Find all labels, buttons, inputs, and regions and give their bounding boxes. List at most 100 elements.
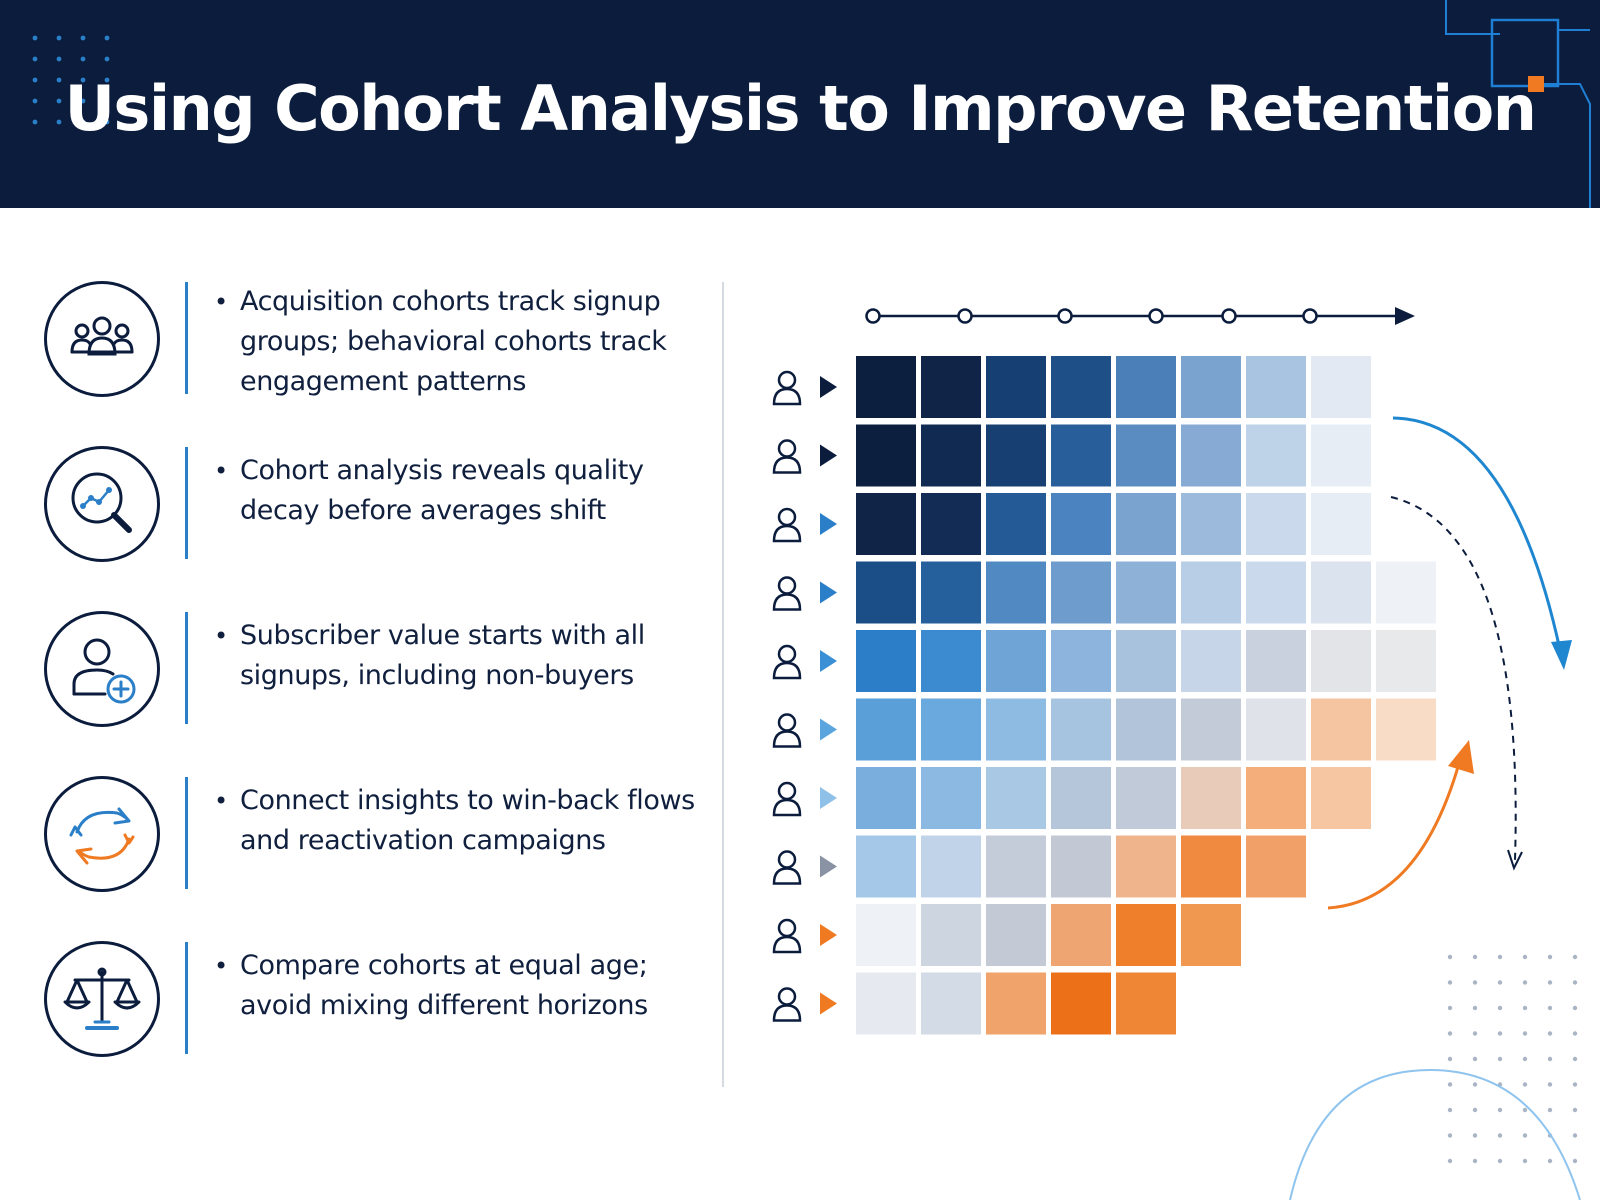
cohort-row-arrow bbox=[820, 650, 837, 672]
decor-dot bbox=[1472, 1031, 1478, 1036]
heatmap-cell bbox=[921, 561, 981, 624]
decor-dot bbox=[1472, 1158, 1478, 1164]
dot-grid-decoration bbox=[32, 35, 110, 125]
decor-dot bbox=[1547, 1031, 1553, 1036]
heatmap-cell bbox=[856, 698, 916, 761]
heatmap-cell bbox=[921, 493, 981, 555]
heatmap-cell bbox=[986, 561, 1046, 624]
decor-dot bbox=[104, 98, 110, 104]
heatmap-cell bbox=[1181, 835, 1241, 898]
decor-dot bbox=[1572, 1158, 1578, 1164]
feature-icon-frame bbox=[44, 776, 160, 892]
decor-dot bbox=[1472, 1005, 1478, 1011]
decor-dot bbox=[1522, 1031, 1528, 1036]
feature-text: • Subscriber value starts with all signu… bbox=[214, 616, 704, 696]
heatmap-cell bbox=[1051, 561, 1111, 624]
feature-item: • Cohort analysis reveals quality decay … bbox=[0, 435, 720, 575]
feature-text: • Compare cohorts at equal age; avoid mi… bbox=[214, 946, 704, 1026]
heatmap-cell bbox=[1116, 698, 1176, 761]
heatmap-cell bbox=[1116, 424, 1176, 487]
decor-dot bbox=[1572, 1082, 1578, 1087]
cohort-row-arrow bbox=[820, 992, 837, 1015]
decor-dot bbox=[1497, 1031, 1503, 1036]
heatmap-cell bbox=[1311, 630, 1371, 692]
decor-dot bbox=[1497, 954, 1503, 960]
cohort-row-arrow bbox=[820, 924, 837, 946]
decor-dot bbox=[1447, 1005, 1453, 1011]
decor-dot bbox=[1447, 1158, 1453, 1164]
bullet-dot: • bbox=[214, 457, 228, 485]
cohort-row-arrow bbox=[820, 444, 837, 467]
decor-dot bbox=[32, 77, 38, 83]
heatmap-cell bbox=[986, 904, 1046, 966]
timeline-node bbox=[1221, 308, 1237, 324]
timeline-node bbox=[1057, 308, 1073, 324]
cohort-user-icon bbox=[772, 576, 802, 611]
feature-divider bbox=[185, 282, 188, 394]
heatmap-cell bbox=[1116, 972, 1176, 1035]
flow-arrows bbox=[1327, 416, 1572, 910]
decor-dot bbox=[1522, 1107, 1528, 1113]
heatmap-cell bbox=[1051, 630, 1111, 692]
cohort-row bbox=[772, 835, 1306, 898]
timeline-node bbox=[1302, 308, 1318, 324]
cohort-row-arrow bbox=[820, 376, 837, 398]
decor-dot bbox=[1547, 1158, 1553, 1164]
heatmap-cell bbox=[986, 835, 1046, 898]
heatmap-cell bbox=[1051, 698, 1111, 761]
decor-dot bbox=[1497, 980, 1503, 985]
heatmap-cell bbox=[1246, 493, 1306, 555]
heatmap-cell bbox=[856, 835, 916, 898]
heatmap-cell bbox=[1246, 835, 1306, 898]
orange-arrow-head bbox=[1448, 740, 1474, 774]
decor-dot bbox=[56, 56, 62, 62]
decor-dot bbox=[1522, 1005, 1528, 1011]
heatmap-cell bbox=[1246, 698, 1306, 761]
decor-dot bbox=[1472, 1056, 1478, 1062]
decor-dot bbox=[32, 56, 38, 62]
decor-dot bbox=[1472, 1082, 1478, 1087]
balance-scale-icon bbox=[63, 967, 141, 1030]
magnifier-trend-icon bbox=[71, 472, 132, 533]
decor-dot bbox=[1472, 1107, 1478, 1113]
cohort-row bbox=[772, 767, 1371, 829]
heatmap-cell bbox=[921, 767, 981, 829]
heatmap-cell bbox=[986, 698, 1046, 761]
feature-divider bbox=[185, 777, 188, 889]
heatmap-cell bbox=[1116, 630, 1176, 692]
heatmap-cell bbox=[1246, 356, 1306, 418]
decor-dot bbox=[104, 77, 110, 83]
heatmap-cell bbox=[1376, 698, 1436, 761]
decor-dot bbox=[1547, 954, 1553, 960]
heatmap-cell bbox=[1116, 904, 1176, 966]
decor-dot bbox=[80, 98, 86, 104]
decor-dot bbox=[1522, 980, 1528, 985]
decor-dot bbox=[56, 98, 62, 104]
heatmap-cell bbox=[1051, 835, 1111, 898]
timeline-node bbox=[957, 308, 973, 324]
decor-dot bbox=[1522, 1056, 1528, 1062]
heatmap-cell bbox=[1116, 561, 1176, 624]
heatmap-cell bbox=[1181, 493, 1241, 555]
heatmap-cell bbox=[1311, 424, 1371, 487]
feature-item: • Subscriber value starts with all signu… bbox=[0, 600, 720, 740]
cohort-row-arrow bbox=[820, 855, 837, 878]
heatmap-cell bbox=[1051, 424, 1111, 487]
decor-dot bbox=[1572, 1107, 1578, 1113]
heatmap-cell bbox=[856, 767, 916, 829]
decor-dot bbox=[1522, 954, 1528, 960]
decor-dot bbox=[1547, 1005, 1553, 1011]
heatmap-cell bbox=[1246, 424, 1306, 487]
feature-description: Connect insights to win-back flows and r… bbox=[240, 785, 695, 856]
heatmap-cell bbox=[1311, 767, 1371, 829]
decor-dot bbox=[1447, 1133, 1453, 1138]
decor-dot bbox=[80, 77, 86, 83]
heatmap-cell bbox=[1051, 904, 1111, 966]
decor-dot bbox=[80, 56, 86, 62]
decor-dot bbox=[1472, 1133, 1478, 1138]
feature-item: • Acquisition cohorts track signup group… bbox=[0, 270, 720, 410]
cohort-user-icon bbox=[772, 987, 802, 1022]
heatmap-cell bbox=[1051, 493, 1111, 555]
decor-dot bbox=[1472, 980, 1478, 985]
heatmap-cell bbox=[1376, 630, 1436, 692]
